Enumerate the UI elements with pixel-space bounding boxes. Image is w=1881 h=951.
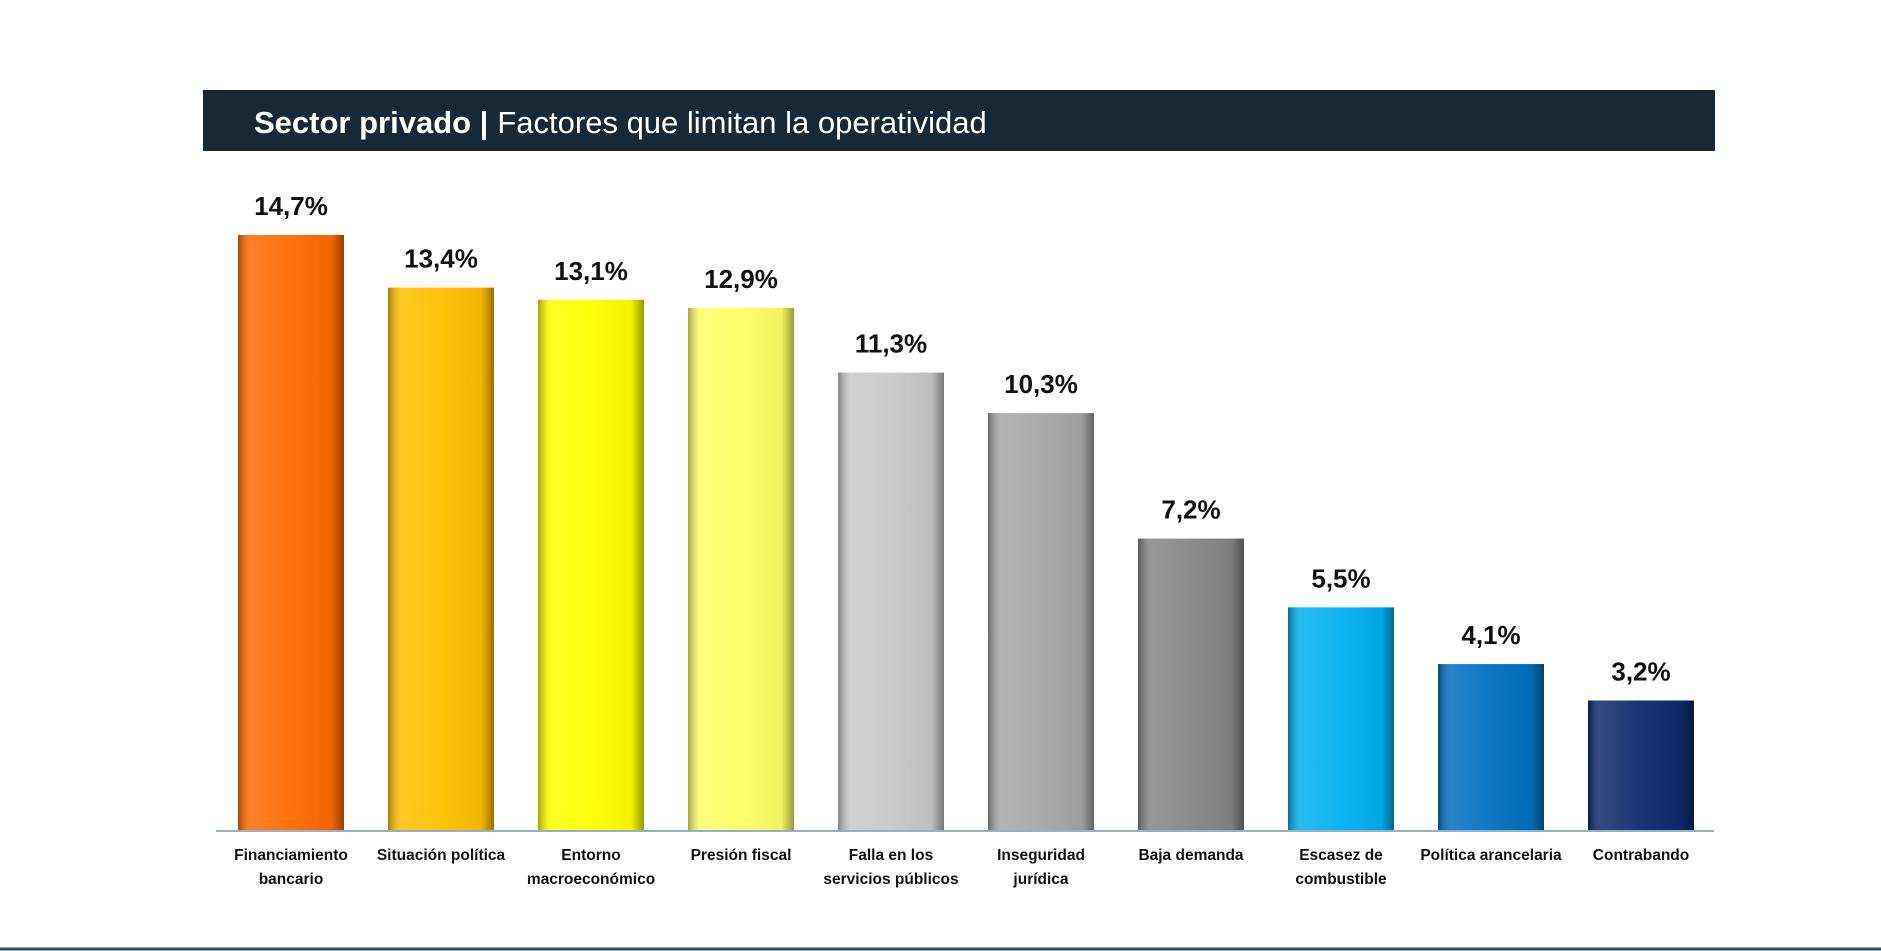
x-tick-label: Falla en los servicios públicos xyxy=(823,847,959,888)
value-label: 13,4% xyxy=(404,244,478,274)
x-tick-label: Política arancelaria xyxy=(1420,847,1562,864)
bar-shade xyxy=(1138,538,1244,830)
bar-shade xyxy=(1288,607,1394,830)
x-tick-label: Presión fiscal xyxy=(690,847,792,864)
x-tick-label: Inseguridad jurídica xyxy=(997,847,1085,888)
chart-subtitle: Factores que limitan la operatividad xyxy=(497,105,986,140)
value-label: 7,2% xyxy=(1161,495,1220,525)
bar-shade xyxy=(688,307,794,830)
bar-shade xyxy=(238,235,344,830)
x-tick-label: Situación política xyxy=(376,847,506,864)
value-label: 10,3% xyxy=(1004,369,1078,399)
chart-title: Sector privado | xyxy=(254,105,488,140)
x-tick-label: Financiamiento bancario xyxy=(234,847,348,888)
x-tick-label: Entorno macroeconómico xyxy=(526,847,656,888)
value-label: 13,1% xyxy=(554,256,628,286)
bar-shade xyxy=(838,372,944,830)
header-band xyxy=(203,90,1715,151)
bar-shade xyxy=(1588,700,1694,830)
value-label: 11,3% xyxy=(855,329,927,359)
value-label: 12,9% xyxy=(704,264,778,294)
value-label: 5,5% xyxy=(1311,563,1370,593)
bar-shade xyxy=(538,299,644,830)
x-tick-label: Contrabando xyxy=(1592,847,1690,864)
value-label: 3,2% xyxy=(1611,656,1670,686)
x-tick-label: Baja demanda xyxy=(1138,847,1244,864)
bar-shade xyxy=(1438,664,1544,830)
x-tick-label: Escasez de combustible xyxy=(1295,847,1387,888)
bar-shade xyxy=(388,287,494,831)
value-label: 14,7% xyxy=(254,191,328,221)
header-text: Sector privado | Factores que limitan la … xyxy=(254,105,987,140)
value-label: 4,1% xyxy=(1461,620,1520,650)
bar-shade xyxy=(988,413,1094,830)
